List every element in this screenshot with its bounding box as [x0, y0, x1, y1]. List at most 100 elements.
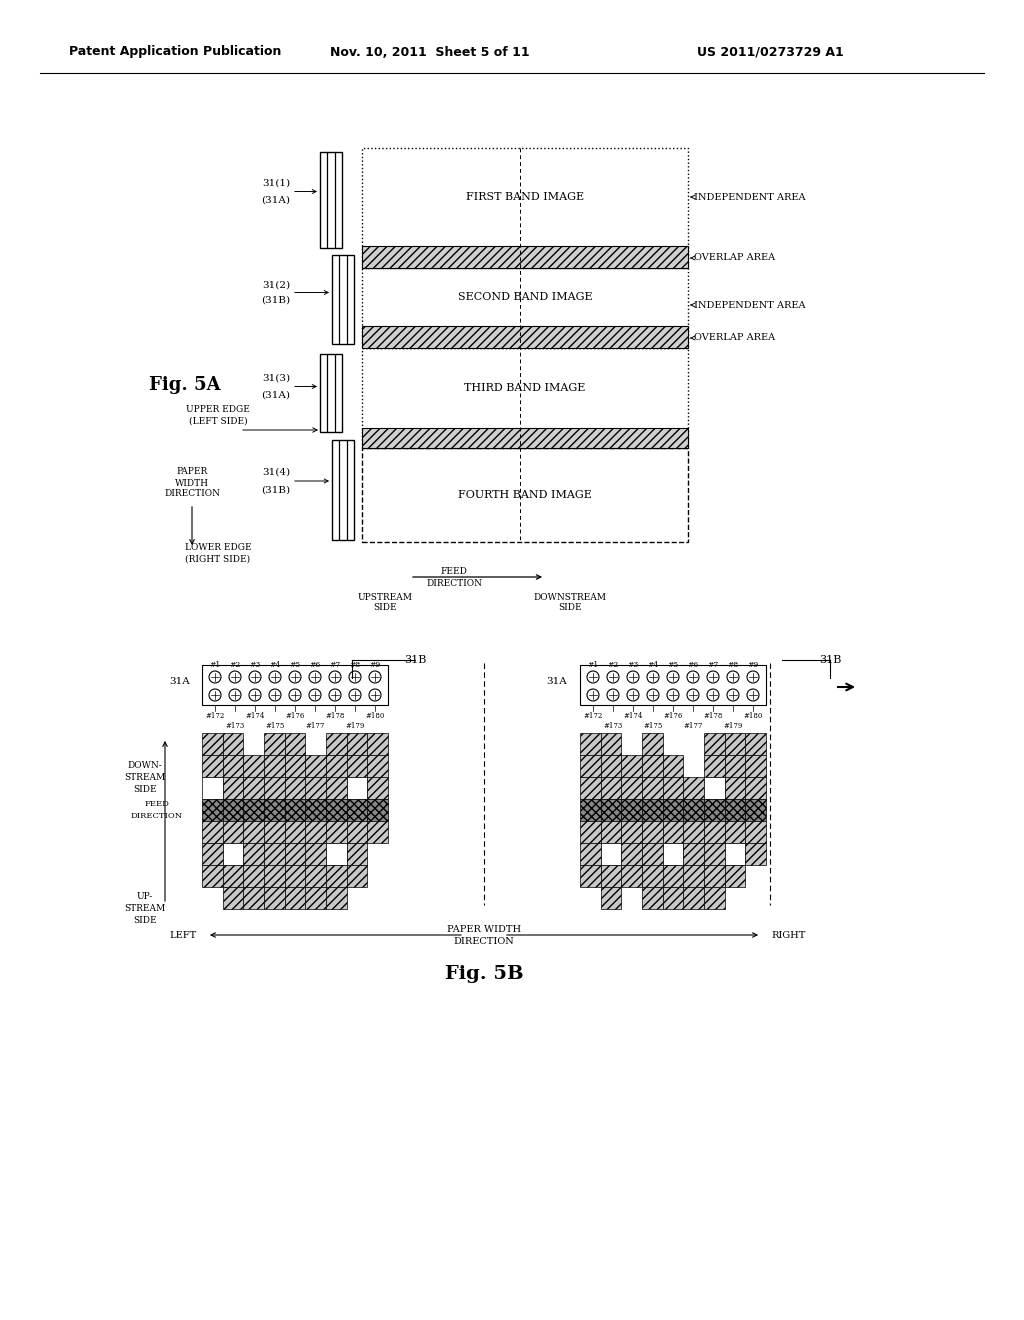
- Text: #7: #7: [330, 661, 341, 669]
- Bar: [705, 733, 725, 755]
- Bar: [222, 755, 244, 777]
- Bar: [745, 843, 766, 865]
- Bar: [347, 733, 368, 755]
- Text: 31A: 31A: [546, 677, 567, 686]
- Bar: [683, 843, 705, 865]
- Text: 31B: 31B: [819, 655, 841, 665]
- Bar: [202, 799, 222, 821]
- Bar: [222, 733, 244, 755]
- Bar: [622, 843, 642, 865]
- Bar: [580, 821, 601, 843]
- Bar: [244, 843, 264, 865]
- Bar: [622, 755, 642, 777]
- Text: #176: #176: [286, 711, 305, 719]
- Bar: [601, 865, 622, 887]
- Bar: [705, 821, 725, 843]
- Bar: [725, 865, 745, 887]
- Bar: [264, 843, 285, 865]
- Bar: [580, 755, 601, 777]
- Text: THIRD BAND IMAGE: THIRD BAND IMAGE: [464, 383, 586, 393]
- Bar: [601, 733, 622, 755]
- Bar: [663, 887, 683, 909]
- Bar: [305, 777, 326, 799]
- Bar: [725, 755, 745, 777]
- Bar: [285, 843, 305, 865]
- Bar: [642, 821, 663, 843]
- Bar: [683, 799, 705, 821]
- Text: #8: #8: [727, 661, 738, 669]
- Bar: [622, 865, 642, 887]
- Text: STREAM: STREAM: [124, 904, 166, 913]
- Text: RIGHT: RIGHT: [771, 931, 805, 940]
- Bar: [642, 843, 663, 865]
- Text: PAPER WIDTH: PAPER WIDTH: [446, 924, 521, 933]
- Bar: [745, 733, 766, 755]
- Bar: [264, 777, 285, 799]
- Text: #180: #180: [366, 711, 385, 719]
- Text: FEED: FEED: [144, 800, 169, 808]
- Text: 31B: 31B: [403, 655, 426, 665]
- Bar: [222, 865, 244, 887]
- Bar: [305, 755, 326, 777]
- Text: STREAM: STREAM: [124, 774, 166, 783]
- Text: (31A): (31A): [261, 195, 290, 205]
- Bar: [264, 799, 285, 821]
- Bar: [622, 777, 642, 799]
- Bar: [202, 665, 388, 705]
- Bar: [326, 887, 347, 909]
- Bar: [264, 733, 285, 755]
- Text: #177: #177: [305, 722, 325, 730]
- Bar: [202, 865, 222, 887]
- Bar: [642, 755, 663, 777]
- Bar: [705, 755, 725, 777]
- Bar: [622, 799, 642, 821]
- Bar: [580, 865, 601, 887]
- Bar: [244, 821, 264, 843]
- Bar: [244, 777, 264, 799]
- Bar: [202, 733, 222, 755]
- Text: OVERLAP AREA: OVERLAP AREA: [694, 334, 775, 342]
- Text: #172: #172: [584, 711, 603, 719]
- Bar: [683, 887, 705, 909]
- Bar: [362, 246, 688, 268]
- Bar: [347, 865, 368, 887]
- Bar: [305, 821, 326, 843]
- Bar: [705, 777, 725, 799]
- Text: #177: #177: [683, 722, 702, 730]
- Bar: [285, 821, 305, 843]
- Text: #5: #5: [668, 661, 679, 669]
- Text: UPPER EDGE: UPPER EDGE: [186, 405, 250, 414]
- Bar: [601, 799, 622, 821]
- Text: Patent Application Publication: Patent Application Publication: [69, 45, 282, 58]
- Bar: [326, 843, 347, 865]
- Bar: [580, 665, 766, 705]
- Bar: [305, 887, 326, 909]
- Text: FEED: FEED: [440, 568, 467, 577]
- Bar: [222, 777, 244, 799]
- Bar: [683, 777, 705, 799]
- Text: LOWER EDGE: LOWER EDGE: [184, 544, 251, 553]
- Bar: [222, 887, 244, 909]
- Bar: [580, 733, 601, 755]
- Text: SIDE: SIDE: [373, 602, 397, 611]
- Text: SIDE: SIDE: [133, 785, 157, 795]
- Text: #7: #7: [708, 661, 719, 669]
- Text: SIDE: SIDE: [558, 602, 582, 611]
- Text: #1: #1: [588, 661, 599, 669]
- Bar: [601, 755, 622, 777]
- Bar: [368, 755, 388, 777]
- Text: #1: #1: [209, 661, 220, 669]
- Text: INDEPENDENT AREA: INDEPENDENT AREA: [694, 193, 806, 202]
- Text: #173: #173: [225, 722, 245, 730]
- Text: SIDE: SIDE: [133, 916, 157, 925]
- Text: #179: #179: [723, 722, 742, 730]
- Text: #175: #175: [265, 722, 285, 730]
- Text: OVERLAP AREA: OVERLAP AREA: [694, 253, 775, 263]
- Bar: [332, 255, 354, 345]
- Bar: [222, 821, 244, 843]
- Bar: [319, 354, 342, 432]
- Text: Fig. 5B: Fig. 5B: [444, 965, 523, 983]
- Text: UPSTREAM: UPSTREAM: [357, 593, 413, 602]
- Text: (RIGHT SIDE): (RIGHT SIDE): [185, 554, 251, 564]
- Text: (31B): (31B): [261, 296, 290, 305]
